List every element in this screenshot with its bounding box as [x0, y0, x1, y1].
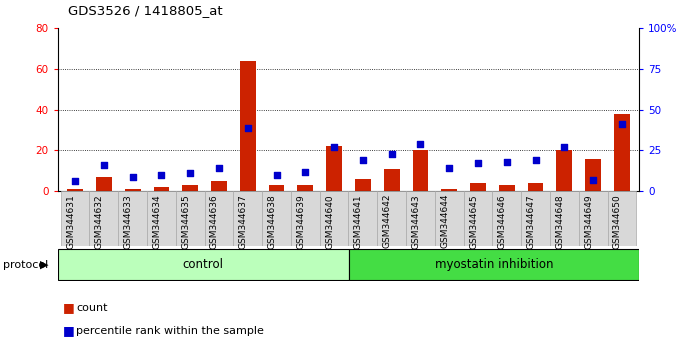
- Bar: [58, 250, 348, 280]
- Point: [415, 141, 426, 147]
- Bar: [211, 181, 227, 191]
- Point: [271, 172, 282, 178]
- Bar: [176, 191, 205, 246]
- Bar: [550, 191, 579, 246]
- Point: [300, 169, 311, 175]
- Point: [127, 174, 138, 179]
- Bar: [61, 191, 90, 246]
- Text: percentile rank within the sample: percentile rank within the sample: [76, 326, 264, 336]
- Text: GSM344645: GSM344645: [469, 194, 478, 249]
- Bar: [406, 191, 435, 246]
- Text: GSM344640: GSM344640: [325, 194, 334, 249]
- Bar: [182, 185, 198, 191]
- Point: [69, 178, 80, 184]
- Text: GSM344644: GSM344644: [440, 194, 449, 249]
- Bar: [291, 191, 320, 246]
- Text: GSM344634: GSM344634: [152, 194, 161, 249]
- Point: [559, 144, 570, 150]
- Bar: [607, 191, 636, 246]
- Bar: [413, 150, 428, 191]
- Point: [242, 125, 253, 131]
- Point: [99, 162, 109, 168]
- Point: [444, 166, 455, 171]
- Bar: [124, 189, 141, 191]
- Point: [386, 151, 397, 156]
- Bar: [118, 191, 147, 246]
- Text: GSM344648: GSM344648: [556, 194, 564, 249]
- Text: ■: ■: [63, 325, 74, 337]
- Point: [156, 172, 167, 178]
- Bar: [96, 177, 112, 191]
- Text: GSM344642: GSM344642: [383, 194, 392, 249]
- Point: [588, 177, 598, 183]
- Text: GSM344650: GSM344650: [613, 194, 622, 249]
- Bar: [67, 189, 83, 191]
- Bar: [464, 191, 492, 246]
- Bar: [326, 147, 342, 191]
- Bar: [320, 191, 348, 246]
- Text: GSM344636: GSM344636: [210, 194, 219, 249]
- Bar: [262, 191, 291, 246]
- Bar: [348, 250, 639, 280]
- Text: GSM344646: GSM344646: [498, 194, 507, 249]
- Text: GSM344632: GSM344632: [95, 194, 104, 249]
- Text: GSM344635: GSM344635: [181, 194, 190, 249]
- Point: [530, 158, 541, 163]
- Text: GSM344641: GSM344641: [354, 194, 363, 249]
- Text: count: count: [76, 303, 107, 313]
- Bar: [499, 185, 515, 191]
- Bar: [614, 114, 630, 191]
- Bar: [492, 191, 521, 246]
- Bar: [384, 169, 400, 191]
- Text: ■: ■: [63, 302, 74, 314]
- Text: GSM344643: GSM344643: [411, 194, 420, 249]
- Bar: [528, 183, 543, 191]
- Text: control: control: [183, 258, 224, 271]
- Point: [328, 144, 339, 150]
- Bar: [348, 191, 377, 246]
- Bar: [233, 191, 262, 246]
- Text: ▶: ▶: [40, 260, 49, 270]
- Text: GDS3526 / 1418805_at: GDS3526 / 1418805_at: [68, 4, 222, 17]
- Bar: [355, 179, 371, 191]
- Text: protocol: protocol: [3, 260, 49, 270]
- Point: [501, 159, 512, 165]
- Bar: [297, 185, 313, 191]
- Text: GSM344649: GSM344649: [584, 194, 593, 249]
- Bar: [579, 191, 607, 246]
- Point: [473, 161, 483, 166]
- Text: GSM344647: GSM344647: [526, 194, 536, 249]
- Bar: [90, 191, 118, 246]
- Bar: [470, 183, 486, 191]
- Text: GSM344639: GSM344639: [296, 194, 305, 249]
- Text: myostatin inhibition: myostatin inhibition: [435, 258, 553, 271]
- Bar: [435, 191, 464, 246]
- Point: [185, 170, 196, 176]
- Point: [617, 121, 628, 127]
- Bar: [240, 61, 256, 191]
- Text: GSM344631: GSM344631: [66, 194, 75, 249]
- Text: GSM344633: GSM344633: [124, 194, 133, 249]
- Bar: [521, 191, 550, 246]
- Bar: [441, 189, 457, 191]
- Bar: [585, 159, 601, 191]
- Bar: [377, 191, 406, 246]
- Text: GSM344637: GSM344637: [239, 194, 248, 249]
- Bar: [154, 187, 169, 191]
- Point: [358, 158, 369, 163]
- Text: GSM344638: GSM344638: [267, 194, 277, 249]
- Bar: [147, 191, 176, 246]
- Bar: [205, 191, 233, 246]
- Bar: [269, 185, 284, 191]
- Bar: [556, 150, 573, 191]
- Point: [214, 166, 224, 171]
